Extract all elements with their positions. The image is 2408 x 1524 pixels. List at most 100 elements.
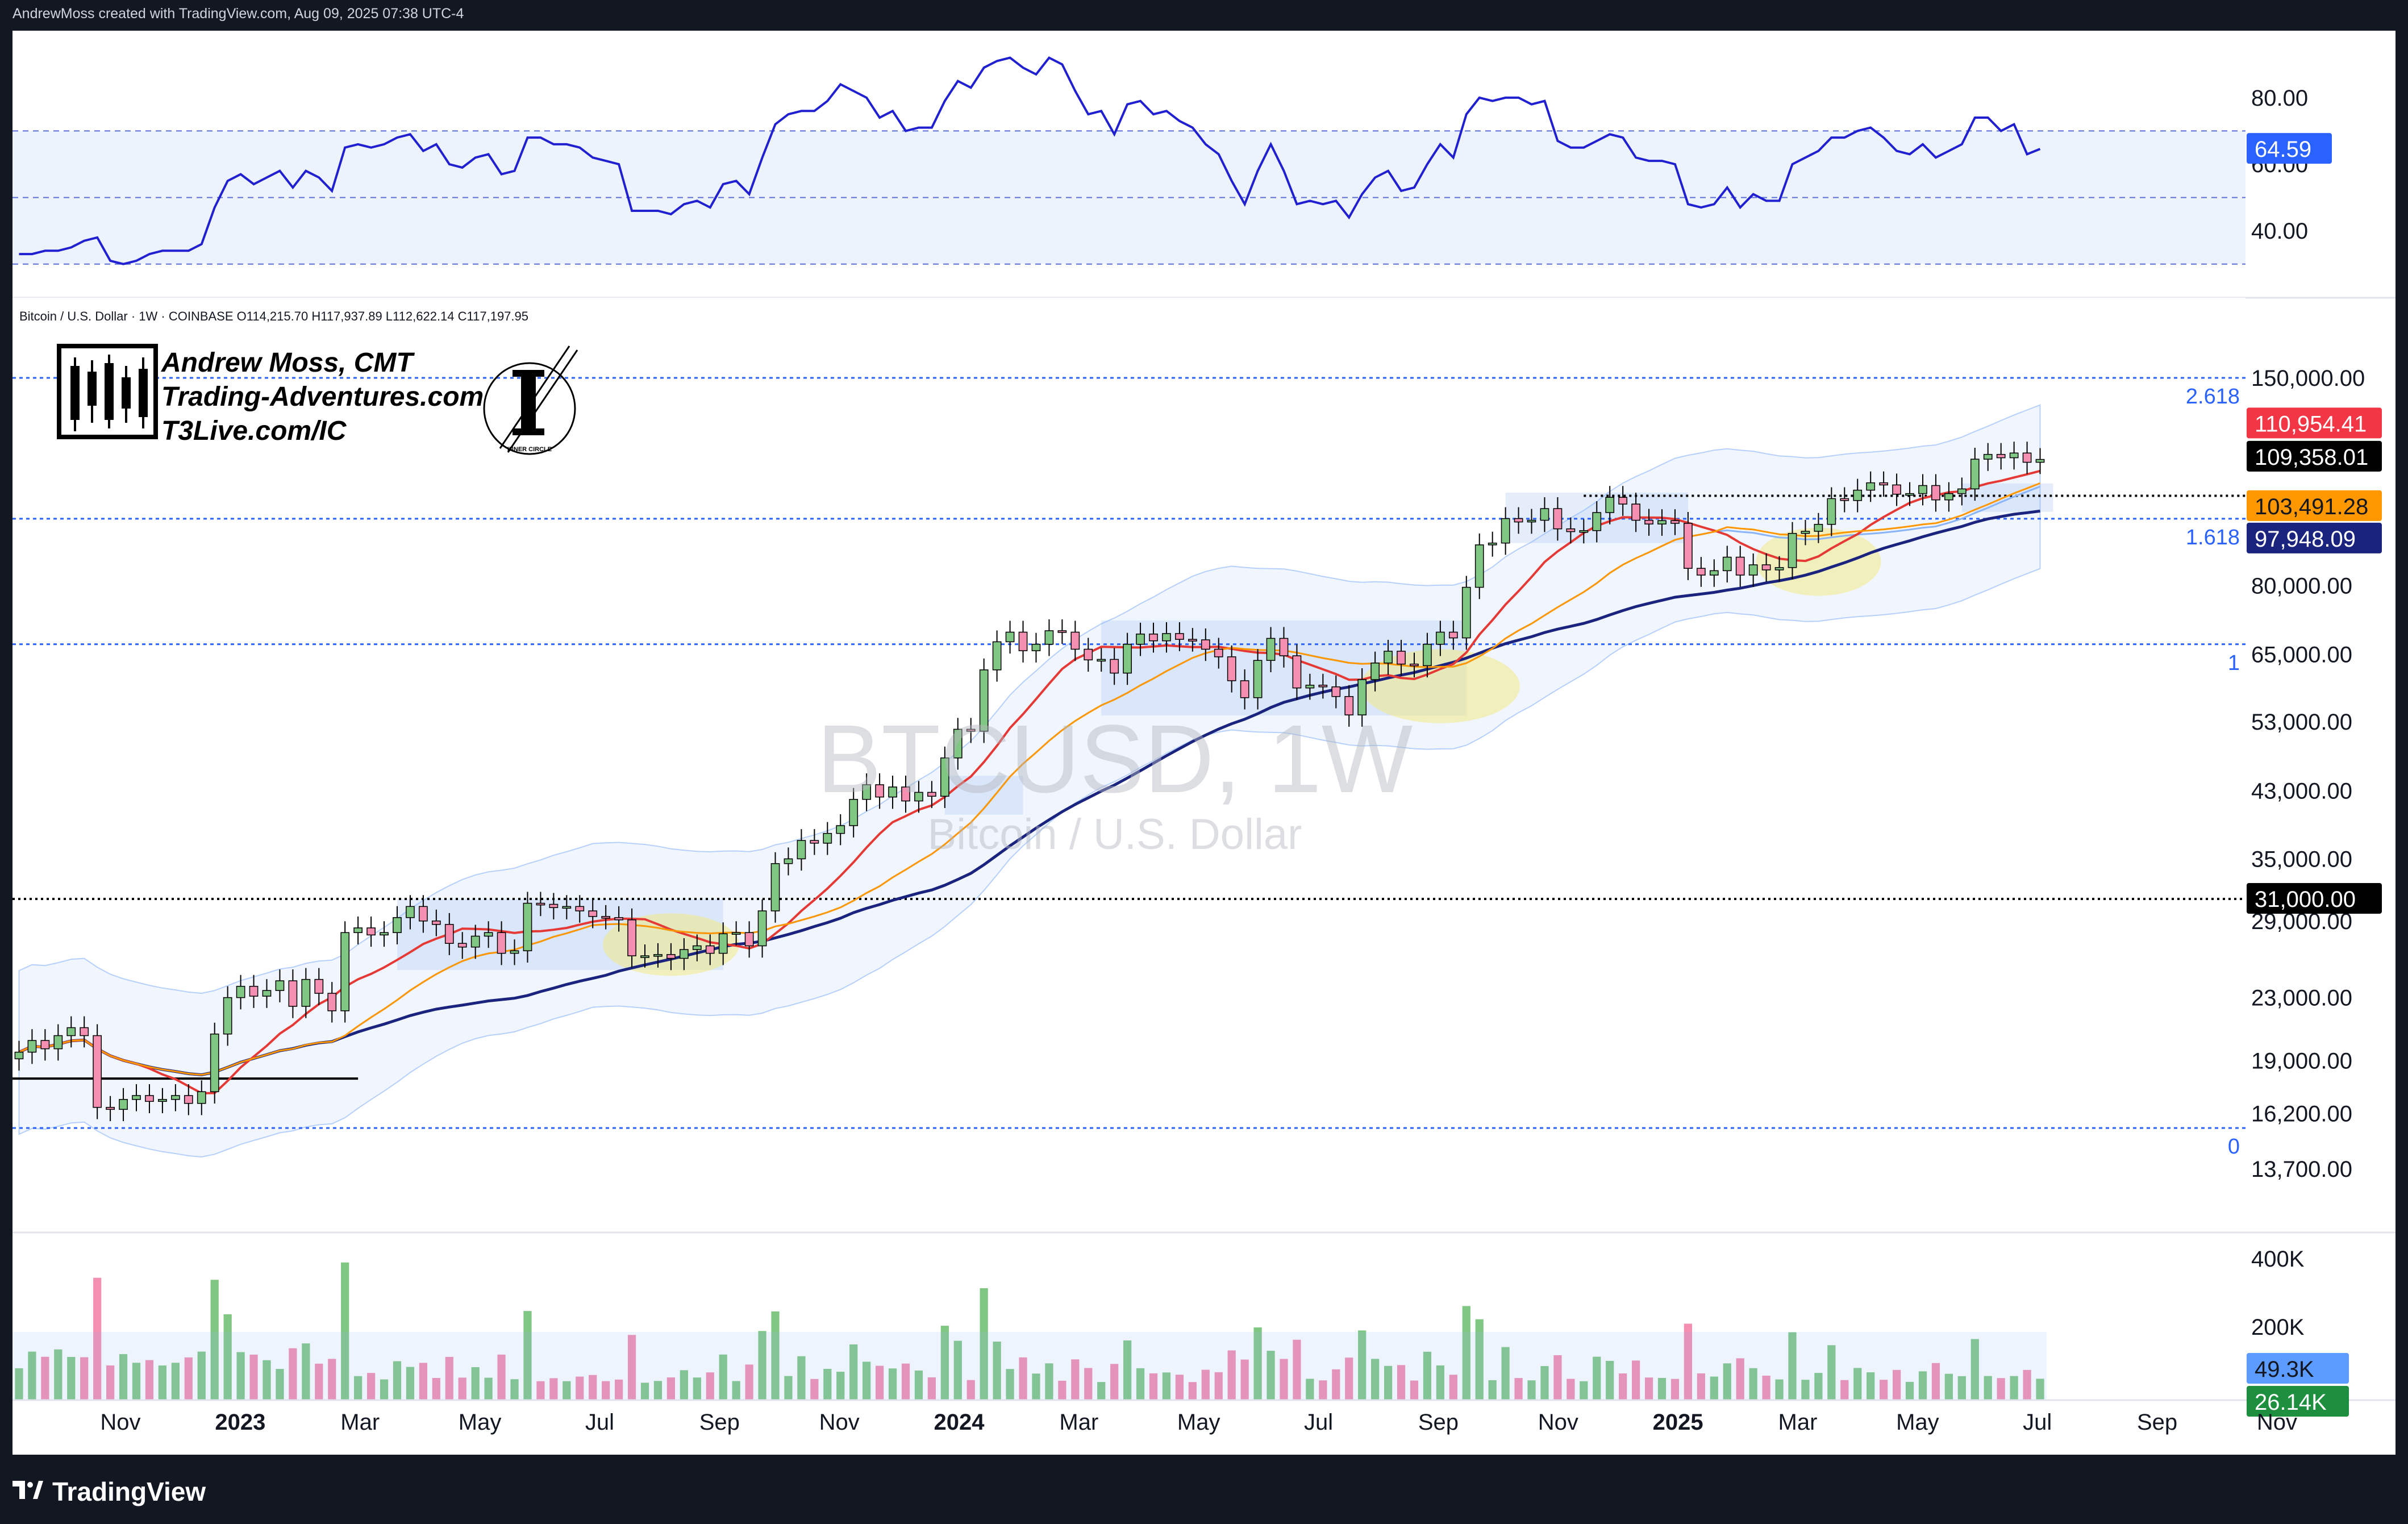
candle-body bbox=[419, 906, 428, 922]
sma-40-line bbox=[18, 509, 2040, 1077]
rsi-pane[interactable] bbox=[13, 56, 2395, 299]
price-tag: 103,491.28 bbox=[2247, 490, 2382, 521]
candle bbox=[314, 968, 324, 1005]
candle-body bbox=[1644, 519, 1653, 524]
volume-bar bbox=[1540, 1366, 1549, 1400]
candle-body bbox=[1631, 503, 1640, 521]
time-axis[interactable]: Nov 2023 Mar May Jul Sep Nov 2024 Mar May Jul Sep No… bbox=[100, 1410, 2297, 1435]
candle bbox=[1879, 471, 1889, 497]
volume-bar bbox=[1371, 1359, 1380, 1400]
candle-body bbox=[523, 902, 532, 951]
price-tag-box bbox=[2247, 883, 2382, 914]
candle-body bbox=[1018, 631, 1028, 651]
volume-bar bbox=[576, 1376, 584, 1400]
candle-body bbox=[1005, 631, 1015, 643]
candle bbox=[953, 718, 963, 770]
candle-body bbox=[53, 1035, 63, 1050]
candle-body bbox=[1774, 567, 1784, 571]
candle bbox=[575, 895, 585, 923]
candle-body bbox=[236, 985, 245, 998]
candle-body bbox=[1097, 659, 1106, 662]
volume-bar bbox=[471, 1367, 480, 1400]
volume-bar bbox=[67, 1356, 76, 1400]
price-tick-label: 80,000.00 bbox=[2251, 574, 2352, 599]
candle-body bbox=[170, 1095, 180, 1100]
volume-bar bbox=[1410, 1380, 1419, 1400]
candle-body bbox=[1684, 523, 1693, 569]
candle-body bbox=[1540, 508, 1549, 521]
candle bbox=[1448, 621, 1458, 650]
candle bbox=[1579, 519, 1589, 544]
candle bbox=[810, 829, 819, 855]
price-pane[interactable]: 2.618 1.618 1 0 bbox=[13, 298, 2245, 1232]
volume-bar bbox=[15, 1368, 23, 1400]
time-tick-label: 2023 bbox=[215, 1410, 265, 1435]
candle-body bbox=[1292, 655, 1302, 689]
volume-bar bbox=[1214, 1372, 1223, 1400]
volume-bar bbox=[1814, 1373, 1823, 1400]
volume-bar bbox=[1201, 1369, 1210, 1400]
candle bbox=[1305, 673, 1315, 700]
candle bbox=[380, 921, 389, 947]
candle-body bbox=[1305, 685, 1315, 689]
price-axis[interactable]: 150,000.00 80,000.00 65,000.00 53,000.00 43,… bbox=[2247, 86, 2382, 1417]
price-tick-label: 150,000.00 bbox=[2251, 366, 2365, 391]
candle bbox=[1423, 632, 1432, 678]
candle bbox=[236, 975, 245, 1010]
candle-body bbox=[457, 943, 467, 948]
volume-bar bbox=[1697, 1373, 1705, 1400]
candle bbox=[1696, 557, 1706, 587]
candle bbox=[888, 775, 897, 809]
candle bbox=[1175, 622, 1184, 651]
candle-body bbox=[1488, 542, 1497, 546]
volume-bar bbox=[497, 1354, 506, 1400]
volume-bar bbox=[732, 1381, 740, 1400]
candle bbox=[262, 979, 272, 1008]
candle bbox=[1905, 482, 1914, 506]
price-tag-label: 31,000.00 bbox=[2255, 887, 2356, 912]
candle bbox=[1540, 497, 1549, 532]
volume-bar bbox=[993, 1342, 1001, 1400]
candle bbox=[1748, 553, 1758, 587]
candle bbox=[406, 895, 415, 930]
volume-bar bbox=[1240, 1359, 1249, 1400]
volume-bar bbox=[1892, 1369, 1901, 1400]
volume-pane[interactable] bbox=[13, 1231, 2395, 1401]
volume-bar bbox=[1593, 1356, 1601, 1400]
candle-body bbox=[627, 919, 636, 956]
candle-body bbox=[106, 1107, 115, 1110]
candle-body bbox=[1240, 680, 1249, 698]
candle-body bbox=[301, 978, 311, 1007]
candle bbox=[1866, 471, 1876, 502]
volume-bar bbox=[1293, 1339, 1301, 1400]
price-tag: 31,000.00 bbox=[2247, 883, 2382, 914]
price-tick-label: 53,000.00 bbox=[2251, 710, 2352, 735]
candle bbox=[1097, 648, 1106, 672]
candle bbox=[1892, 473, 1901, 506]
candle-body bbox=[431, 921, 441, 925]
volume-bar bbox=[1110, 1364, 1119, 1400]
price-tag: 109,358.01 bbox=[2247, 440, 2382, 472]
candle bbox=[1553, 497, 1563, 541]
time-tick-label: 2024 bbox=[934, 1410, 985, 1435]
volume-bar bbox=[1358, 1330, 1367, 1400]
tradingview-brand: TradingView bbox=[52, 1477, 206, 1506]
volume-bar bbox=[106, 1365, 115, 1400]
candle bbox=[1722, 546, 1732, 583]
candle-body bbox=[1031, 644, 1041, 651]
volume-bar bbox=[328, 1359, 336, 1400]
volume-bar bbox=[966, 1380, 975, 1400]
price-tick-label: 35,000.00 bbox=[2251, 847, 2352, 872]
attribution-bar: AndrewMoss created with TradingView.com,… bbox=[0, 0, 2408, 31]
candle-body bbox=[614, 917, 623, 921]
candle bbox=[1070, 621, 1080, 661]
candle-body bbox=[1384, 651, 1393, 664]
candle bbox=[1918, 474, 1927, 506]
volume-bar bbox=[1071, 1359, 1080, 1400]
candle bbox=[444, 913, 454, 955]
price-tag-box bbox=[2247, 522, 2382, 553]
chart-frame[interactable]: 2.618 1.618 1 0 150,000.00 80,000.00 65,000.0… bbox=[13, 31, 2395, 1455]
btcusd-weekly-chart[interactable]: 2.618 1.618 1 0 150,000.00 80,000.00 65,000.0… bbox=[13, 31, 2395, 1455]
candle bbox=[966, 718, 976, 743]
candle-body bbox=[679, 949, 689, 959]
